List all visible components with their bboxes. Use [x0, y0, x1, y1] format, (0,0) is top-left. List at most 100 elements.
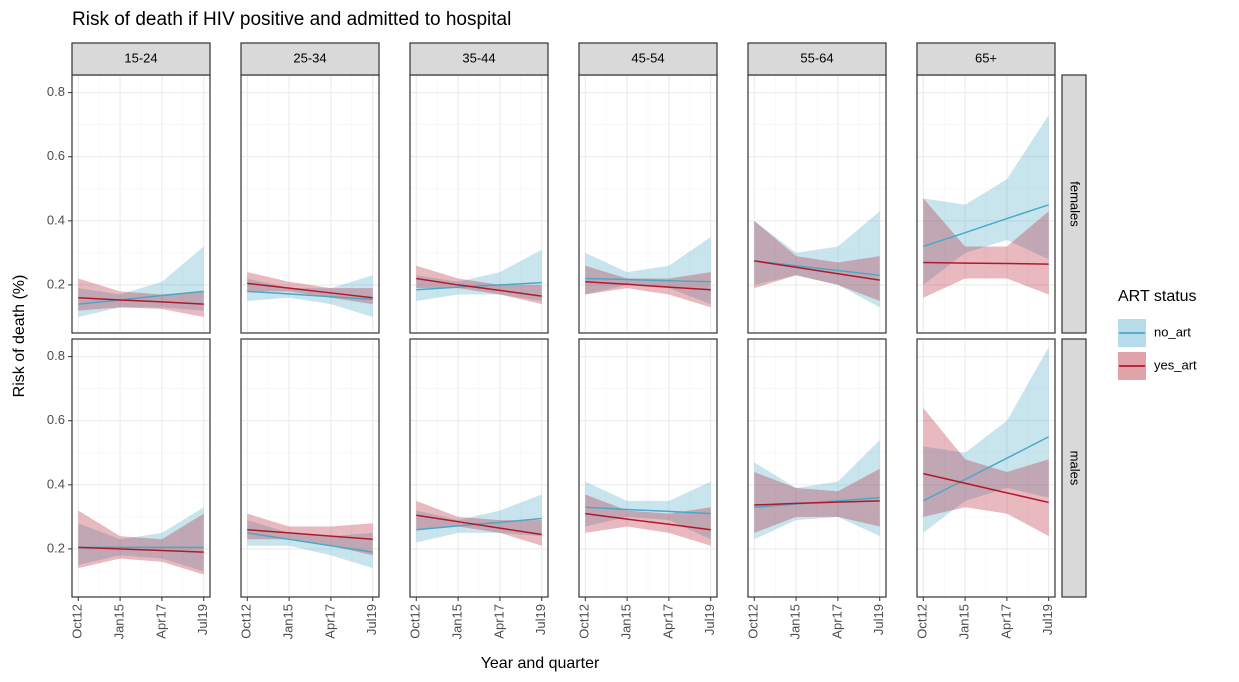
panel-border [578, 338, 718, 598]
column-strip [578, 42, 718, 76]
confidence-ribbon [923, 198, 1049, 298]
column-strip-label: 35-44 [462, 50, 495, 65]
x-tick-label: Jul19 [195, 604, 210, 635]
y-tick-label: 0.2 [47, 276, 65, 291]
y-tick-label: 0.6 [47, 148, 65, 163]
y-tick-label: 0.8 [47, 348, 65, 363]
y-tick-label: 0.6 [47, 412, 65, 427]
confidence-ribbon [754, 439, 880, 540]
column-strip [240, 42, 380, 76]
column-strip-label: 55-64 [800, 50, 833, 65]
x-tick-label: Oct12 [239, 604, 254, 639]
confidence-ribbon [78, 507, 204, 572]
series-line [585, 512, 711, 531]
series-line [754, 260, 880, 281]
series-line [923, 204, 1049, 248]
confidence-ribbon [247, 272, 373, 305]
row-strip [1061, 338, 1087, 598]
panel-border [240, 338, 380, 598]
series-line [923, 472, 1049, 504]
x-axis-label: Year and quarter [481, 655, 600, 672]
x-tick-label: Jul19 [871, 604, 886, 635]
column-strip [916, 42, 1056, 76]
x-tick-label: Oct12 [915, 604, 930, 639]
series-line [754, 500, 880, 506]
confidence-ribbon [923, 347, 1049, 533]
row-strip [1061, 74, 1087, 334]
x-tick-label: Jan15 [450, 604, 465, 639]
confidence-ribbon [416, 494, 542, 543]
y-tick-label: 0.8 [47, 84, 65, 99]
y-tick-label: 0.4 [47, 212, 65, 227]
confidence-ribbon [754, 468, 880, 533]
series-line [416, 277, 542, 297]
x-tick-label: Jan15 [281, 604, 296, 639]
panel-border [71, 338, 211, 598]
confidence-ribbon [585, 265, 711, 308]
series-line [78, 290, 204, 305]
x-tick-label: Jan15 [619, 604, 634, 639]
column-strip-label: 25-34 [293, 50, 326, 65]
row-strip-label: males [1068, 451, 1083, 486]
x-tick-label: Jul19 [702, 604, 717, 635]
y-tick-label: 0.2 [47, 540, 65, 555]
confidence-ribbon [923, 407, 1049, 537]
series-line [923, 261, 1049, 265]
x-tick-label: Jan15 [788, 604, 803, 639]
series-line [416, 281, 542, 291]
legend-label: yes_art [1154, 357, 1197, 372]
series-line [416, 514, 542, 536]
column-strip-label: 15-24 [124, 50, 157, 65]
chart-title: Risk of death if HIV positive and admitt… [72, 9, 511, 30]
y-axis-label: Risk of death (%) [11, 275, 28, 398]
column-strip-label: 65+ [975, 50, 997, 65]
x-tick-label: Apr17 [153, 604, 168, 639]
series-line [585, 277, 711, 283]
legend-label: no_art [1154, 324, 1191, 339]
column-strip [409, 42, 549, 76]
x-tick-label: Apr17 [829, 604, 844, 639]
x-tick-label: Apr17 [322, 604, 337, 639]
panel-border [916, 338, 1056, 598]
confidence-ribbon [416, 265, 542, 305]
confidence-ribbon [416, 500, 542, 546]
confidence-ribbon [754, 211, 880, 308]
series-line [247, 528, 373, 541]
series-line [78, 546, 204, 553]
x-tick-label: Jul19 [364, 604, 379, 635]
x-tick-label: Apr17 [491, 604, 506, 639]
x-tick-label: Jul19 [1040, 604, 1055, 635]
column-strip [71, 42, 211, 76]
series-line [416, 517, 542, 531]
series-line [754, 260, 880, 277]
legend-title: ART status [1118, 288, 1197, 305]
x-tick-label: Apr17 [660, 604, 675, 639]
series-line [247, 282, 373, 299]
series-line [585, 506, 711, 515]
confidence-ribbon [585, 494, 711, 546]
series-line [922, 436, 1050, 502]
series-line [247, 290, 373, 301]
panel-border [747, 338, 887, 598]
panel-border [409, 338, 549, 598]
x-tick-label: Oct12 [70, 604, 85, 639]
row-strip-label: females [1068, 181, 1083, 227]
confidence-ribbon [923, 115, 1049, 285]
x-tick-label: Apr17 [998, 604, 1013, 639]
x-tick-label: Oct12 [408, 604, 423, 639]
confidence-ribbon [78, 510, 204, 575]
series-line [585, 280, 711, 291]
series-line [247, 532, 373, 553]
x-tick-label: Oct12 [577, 604, 592, 639]
y-tick-label: 0.4 [47, 476, 65, 491]
x-tick-label: Jan15 [112, 604, 127, 639]
series-line [78, 297, 204, 305]
column-strip-label: 45-54 [631, 50, 664, 65]
column-strip [747, 42, 887, 76]
x-tick-label: Oct12 [746, 604, 761, 639]
x-tick-label: Jul19 [533, 604, 548, 635]
confidence-ribbon [247, 275, 373, 317]
confidence-ribbon [754, 220, 880, 301]
x-tick-label: Jan15 [957, 604, 972, 639]
